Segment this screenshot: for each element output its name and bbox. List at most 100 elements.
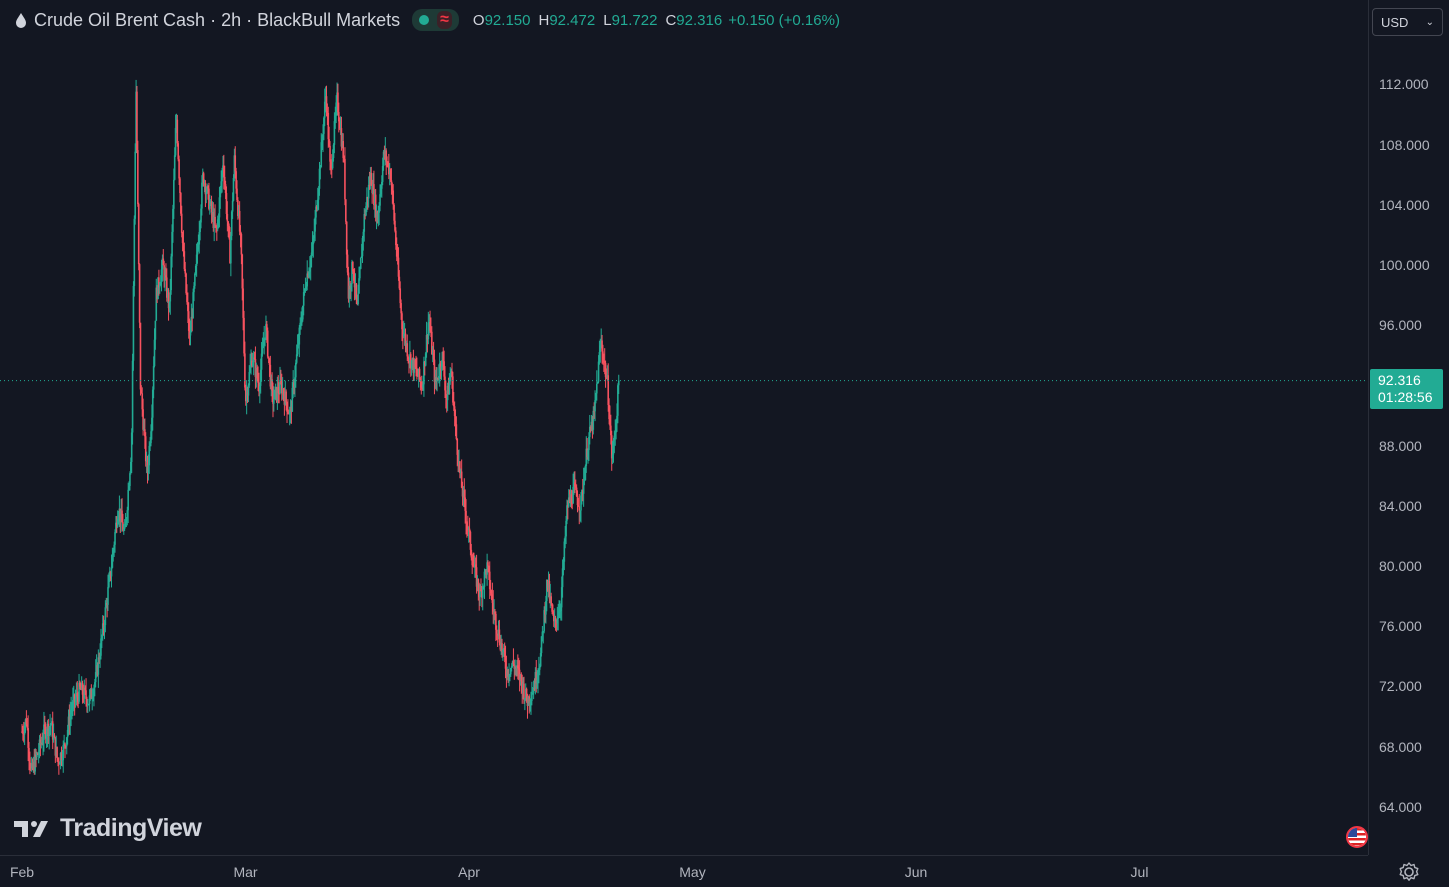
candle-body — [154, 320, 157, 340]
candle-body — [381, 166, 384, 182]
market-status-badge[interactable]: ≈ — [412, 9, 459, 31]
candle-body — [262, 345, 265, 348]
time-axis-tick: Jul — [1130, 864, 1149, 880]
ohlc-item: L91.722 — [603, 12, 657, 29]
time-axis[interactable]: Feb Mar Apr May Jun Jul — [0, 855, 1368, 887]
ohlc-item: O92.150 — [473, 12, 531, 29]
candle-body — [193, 285, 195, 293]
candle-body — [150, 431, 152, 444]
candle-body — [140, 389, 143, 394]
candle-body — [479, 589, 481, 598]
candle-body — [295, 354, 298, 363]
candle-body — [421, 387, 423, 389]
price-axis-tick: 88.000 — [1379, 437, 1422, 454]
candle-body — [323, 101, 326, 118]
candle-body — [234, 155, 237, 172]
candle-body — [373, 184, 375, 206]
candle-body — [571, 503, 574, 505]
candle-body — [112, 549, 115, 556]
gear-icon[interactable] — [1398, 861, 1420, 883]
price-axis[interactable]: 64.000 68.000 72.000 76.000 80.000 84.000 88.0… — [1368, 0, 1449, 855]
candle-body — [307, 273, 309, 278]
candle-body — [268, 358, 271, 365]
candle-body — [534, 672, 537, 690]
candle-body — [422, 384, 424, 388]
candle-body — [65, 737, 68, 747]
symbol-title[interactable]: Crude Oil Brent Cash · 2h · BlackBull Ma… — [34, 9, 401, 30]
candle-body — [100, 638, 102, 656]
candle-body — [455, 424, 458, 439]
tradingview-logo[interactable]: TradingView — [14, 814, 202, 843]
candle-body — [228, 225, 230, 238]
candle-body — [471, 557, 473, 566]
candle-body — [529, 701, 531, 704]
candle-body — [180, 213, 183, 233]
candle-body — [609, 419, 611, 426]
candle-body — [437, 377, 439, 379]
candle-body — [493, 611, 495, 613]
candle-body — [315, 206, 317, 218]
candle-body — [598, 352, 601, 362]
candle-body — [258, 382, 260, 392]
candle-body — [398, 276, 401, 289]
candle-body — [515, 667, 517, 669]
candle-body — [514, 667, 516, 669]
candle-body — [182, 243, 185, 252]
candle-body — [561, 568, 564, 588]
candle-body — [589, 426, 592, 431]
price-change: +0.150 (+0.16%) — [728, 11, 840, 29]
candle-body — [168, 301, 171, 309]
candle-body — [38, 739, 41, 753]
candle-body — [211, 212, 214, 214]
candle-body — [217, 217, 220, 220]
candle-body — [601, 340, 603, 352]
candle-body — [178, 159, 180, 179]
candle-body — [383, 151, 386, 155]
candle-body — [21, 731, 23, 733]
candle-body — [243, 317, 245, 354]
candle-body — [254, 358, 257, 377]
candle-body — [538, 666, 541, 670]
us-flag-icon[interactable] — [1346, 826, 1368, 848]
candle-body — [409, 354, 412, 369]
candle-body — [145, 460, 148, 462]
candle-body — [369, 172, 372, 185]
candle-body — [476, 579, 479, 587]
candle-body — [244, 387, 247, 402]
candle-body — [273, 399, 275, 404]
candle-body — [445, 390, 447, 396]
price-axis-tick: 64.000 — [1379, 798, 1422, 815]
candle-body — [35, 754, 37, 757]
candle-body — [318, 168, 321, 189]
candle-body — [424, 353, 427, 366]
candle-body — [517, 665, 519, 669]
candle-body — [261, 347, 264, 354]
candle-body — [531, 692, 534, 695]
candle-body — [582, 480, 585, 494]
candle-body — [153, 339, 156, 367]
candle-body — [108, 578, 110, 588]
candle-body — [554, 617, 557, 621]
candle-body — [506, 669, 509, 677]
ohlc-value: 92.472 — [549, 11, 596, 29]
candle-body — [449, 376, 452, 382]
price-chart-plot[interactable] — [0, 0, 1368, 855]
candle-body — [57, 758, 59, 762]
candle-body — [448, 381, 451, 395]
candle-body — [87, 704, 89, 707]
market-open-dot-icon — [419, 15, 430, 25]
candle-body — [210, 201, 213, 213]
candle-body — [242, 288, 244, 318]
candle-body — [335, 102, 337, 116]
candle-body — [454, 416, 457, 425]
candle-body — [486, 562, 488, 575]
candle-body — [595, 393, 597, 401]
candle-body — [360, 256, 363, 259]
candle-body — [495, 629, 498, 634]
candle-body — [162, 258, 165, 266]
candle-body — [130, 461, 132, 474]
candle-body — [361, 237, 364, 257]
currency-selector[interactable]: USD ⌄ — [1372, 8, 1443, 36]
candle-body — [282, 389, 285, 396]
candle-body — [115, 522, 118, 527]
